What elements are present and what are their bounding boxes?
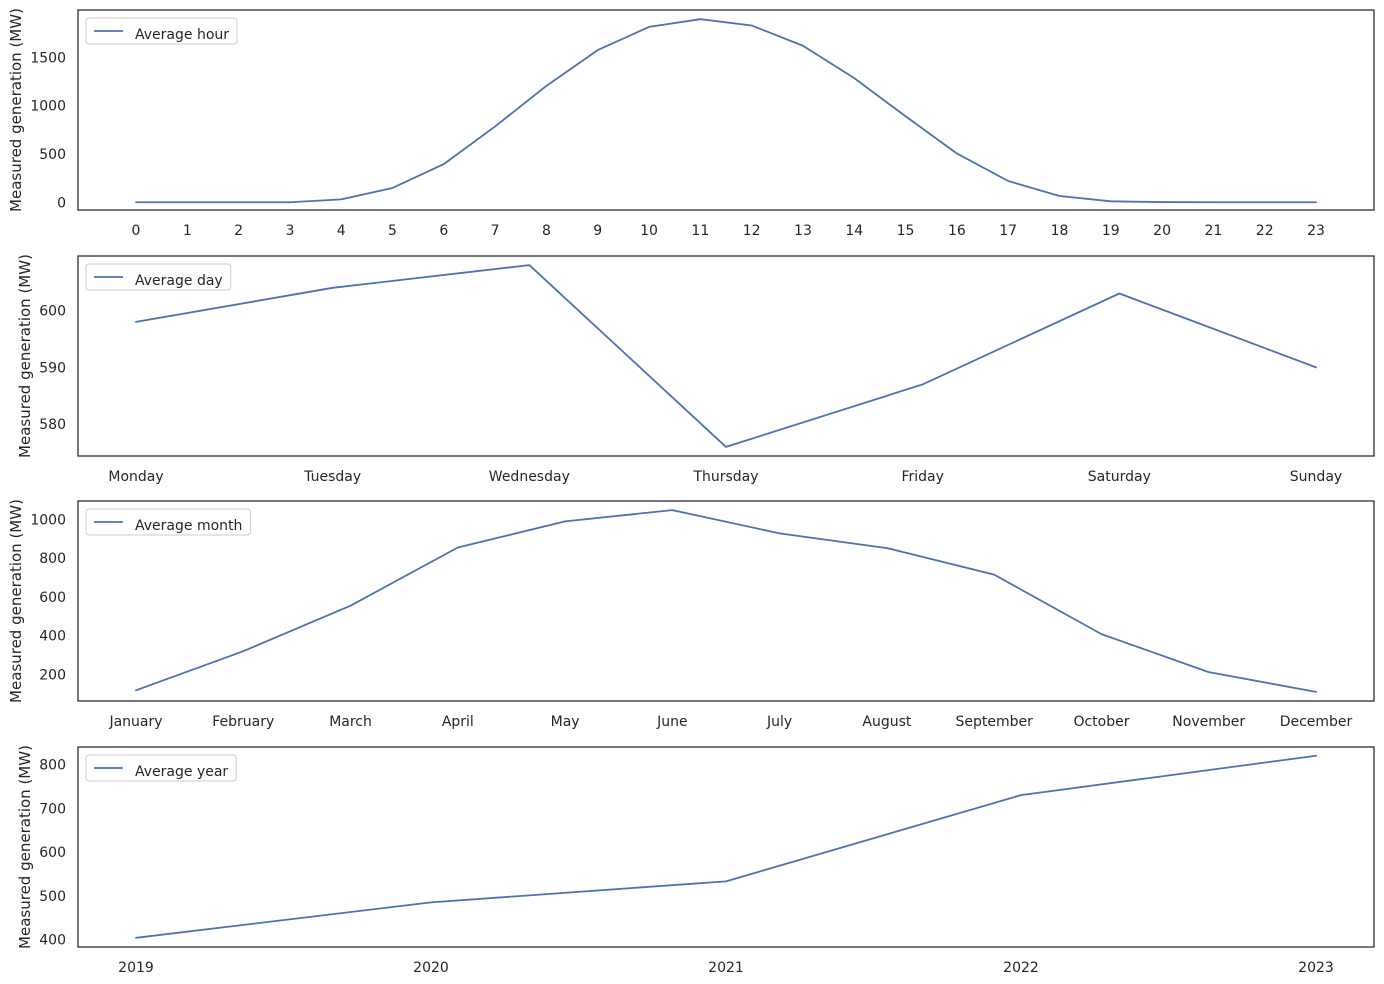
x-tick-label: 19 — [1102, 223, 1120, 239]
legend: Average month — [85, 508, 251, 536]
x-tick-label: Wednesday — [489, 469, 570, 485]
x-tick-label: 14 — [845, 223, 863, 239]
x-tick-label: July — [766, 714, 792, 730]
y-tick-label: 1000 — [30, 99, 66, 115]
y-axis-label: Measured generation (MW) — [16, 254, 34, 458]
y-tick-label: 400 — [39, 629, 66, 645]
x-tick-label: 18 — [1051, 223, 1069, 239]
x-tick-label: 2022 — [1003, 960, 1039, 976]
axes-frame — [77, 500, 1375, 702]
subplot-3: January February March April May June July Augu… — [7, 499, 1375, 730]
y-tick-label: 200 — [39, 667, 66, 683]
y-axis-label: Measured generation (MW) — [7, 499, 25, 703]
x-tick-label: 7 — [491, 223, 500, 239]
x-tick-label: 22 — [1256, 223, 1274, 239]
x-tick-label: Thursday — [692, 469, 758, 485]
subplot-1: 0 1 2 3 4 5 6 7 8 9 10 11 12 13 14 15 16 17 18 19 20 21 22 2305… — [7, 8, 1375, 239]
x-tick-label: Saturday — [1088, 469, 1151, 485]
axes-frame — [77, 255, 1375, 457]
x-tick-label: Friday — [901, 469, 943, 485]
y-tick-label: 580 — [39, 417, 66, 433]
y-axis-label: Measured generation (MW) — [7, 8, 25, 212]
y-tick-label: 590 — [39, 360, 66, 376]
x-tick-label: 15 — [897, 223, 915, 239]
x-tick-label: 11 — [691, 223, 709, 239]
x-tick-label: December — [1280, 714, 1353, 730]
x-tick-label: March — [329, 714, 372, 730]
x-tick-label: 2021 — [708, 960, 744, 976]
x-tick-label: 8 — [542, 223, 551, 239]
legend: Average hour — [85, 17, 238, 45]
x-tick-label: February — [212, 714, 274, 730]
y-tick-label: 800 — [39, 758, 66, 774]
legend-box — [85, 17, 238, 45]
x-tick-label: 21 — [1204, 223, 1222, 239]
legend-box — [85, 508, 251, 536]
x-tick-label: 6 — [439, 223, 448, 239]
x-tick-label: 12 — [743, 223, 761, 239]
y-tick-label: 600 — [39, 304, 66, 320]
y-tick-label: 700 — [39, 801, 66, 817]
series-line — [135, 264, 1317, 448]
x-tick-label: Sunday — [1290, 469, 1342, 485]
x-tick-label: 2020 — [413, 960, 449, 976]
x-tick-label: June — [656, 714, 688, 730]
legend-box — [85, 754, 237, 782]
x-tick-label: August — [862, 714, 912, 730]
y-axis-label: Measured generation (MW) — [16, 745, 34, 949]
y-tick-label: 500 — [39, 147, 66, 163]
legend-box — [85, 263, 232, 291]
y-tick-label: 600 — [39, 845, 66, 861]
y-tick-label: 400 — [39, 933, 66, 949]
legend-label: Average day — [135, 273, 223, 289]
series-line — [135, 509, 1317, 693]
x-tick-label: 2 — [234, 223, 243, 239]
legend-label: Average year — [135, 764, 228, 780]
x-tick-label: April — [442, 714, 474, 730]
y-tick-label: 1500 — [30, 50, 66, 66]
axes-frame — [77, 746, 1375, 948]
subplot-4: 2019 2020 2021 2022 2023 400 500 600 700 800 Measu… — [16, 745, 1375, 976]
x-tick-label: 2019 — [118, 960, 154, 976]
x-tick-label: 17 — [999, 223, 1017, 239]
legend: Average year — [85, 754, 237, 782]
y-tick-label: 600 — [39, 590, 66, 606]
x-tick-label: 0 — [132, 223, 141, 239]
x-tick-label: October — [1073, 714, 1129, 730]
x-tick-label: 20 — [1153, 223, 1171, 239]
legend-label: Average month — [135, 518, 242, 534]
x-tick-label: 9 — [593, 223, 602, 239]
x-tick-label: January — [108, 714, 162, 730]
x-tick-label: November — [1172, 714, 1245, 730]
y-tick-label: 500 — [39, 889, 66, 905]
y-tick-label: 1000 — [30, 512, 66, 528]
series-line — [135, 754, 1317, 939]
series-line — [135, 18, 1317, 204]
x-tick-label: September — [955, 714, 1033, 730]
x-tick-label: 2023 — [1298, 960, 1334, 976]
x-tick-label: 23 — [1307, 223, 1325, 239]
x-tick-label: 4 — [337, 223, 346, 239]
x-tick-label: 16 — [948, 223, 966, 239]
x-tick-label: 5 — [388, 223, 397, 239]
legend-label: Average hour — [135, 27, 229, 43]
x-tick-label: 10 — [640, 223, 658, 239]
y-tick-label: 0 — [57, 195, 66, 211]
subplot-2: Monday Tuesday Wednesday Thursday Friday Satu… — [16, 254, 1375, 485]
x-tick-label: 13 — [794, 223, 812, 239]
x-tick-label: 3 — [285, 223, 294, 239]
x-tick-label: Tuesday — [303, 469, 361, 485]
y-tick-label: 800 — [39, 551, 66, 567]
x-tick-label: Monday — [108, 469, 163, 485]
x-tick-label: 1 — [183, 223, 192, 239]
x-tick-label: May — [551, 714, 580, 730]
axes-frame — [77, 9, 1375, 211]
legend: Average day — [85, 263, 232, 291]
